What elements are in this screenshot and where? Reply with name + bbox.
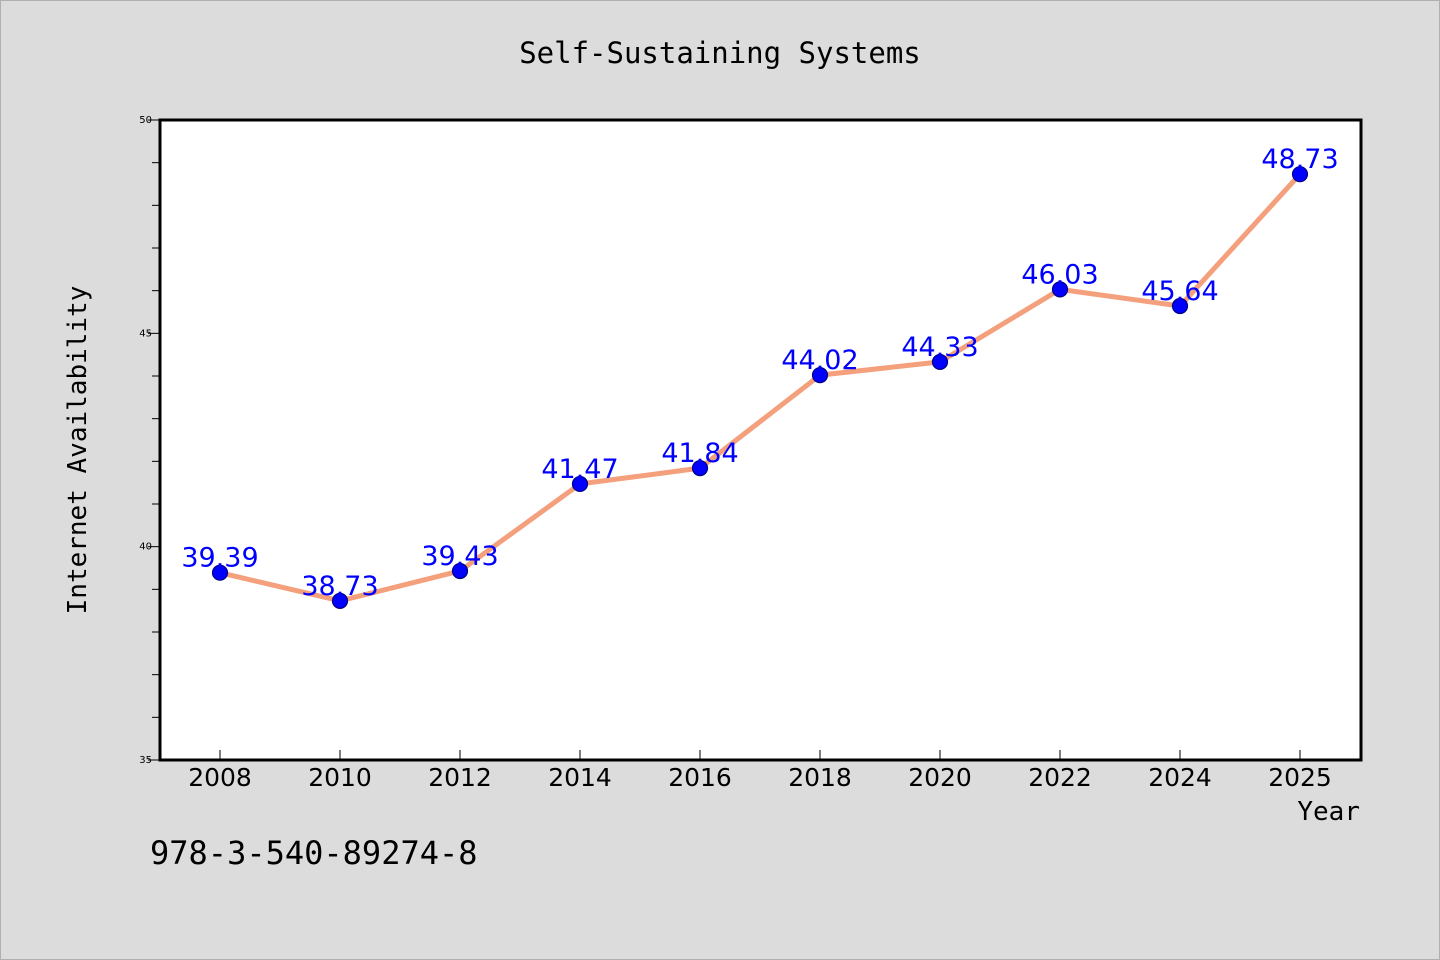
data-label: 46.03 <box>1021 259 1098 290</box>
data-point <box>811 367 829 384</box>
x-tick-label: 2012 <box>428 763 492 792</box>
data-label: 39.43 <box>421 541 498 572</box>
x-tick-label: 2016 <box>668 763 732 792</box>
series-line <box>219 172 1302 604</box>
x-tick-label: 2020 <box>908 763 972 792</box>
x-axis-label: Year <box>1297 797 1360 827</box>
y-axis: 35 40 45 50 <box>139 115 160 766</box>
data-point <box>571 475 589 493</box>
series-markers <box>211 166 1309 609</box>
x-tick-label: 2025 <box>1268 763 1332 792</box>
data-point <box>1051 281 1069 298</box>
data-point <box>331 592 349 609</box>
chart-title: Self-Sustaining Systems <box>519 36 921 70</box>
isbn-footer: 978-3-540-89274-8 <box>150 834 478 872</box>
y-axis-label: Internet Availability <box>63 286 93 615</box>
x-axis: 2008 2010 2012 2014 2016 2018 2020 2022 2024 2025 <box>188 750 1332 792</box>
data-point <box>1171 297 1189 315</box>
data-point <box>1291 166 1309 183</box>
y-tick-label: 50 <box>139 115 152 126</box>
y-tick-label: 40 <box>139 542 152 553</box>
data-labels: 39.39 38.73 39.43 41.47 41.84 44.02 44.33 46.03… <box>181 144 1338 602</box>
data-label: 41.84 <box>661 438 738 469</box>
data-label: 45.64 <box>1141 276 1218 307</box>
data-label: 39.39 <box>181 543 258 574</box>
data-label: 48.73 <box>1261 144 1338 175</box>
data-point <box>691 460 709 477</box>
y-tick-label: 35 <box>139 755 152 766</box>
data-point <box>451 562 469 580</box>
data-label: 41.47 <box>541 454 618 485</box>
x-tick-label: 2018 <box>788 763 852 792</box>
plot-area <box>158 118 1363 762</box>
y-tick-label: 45 <box>139 328 152 339</box>
data-label: 44.33 <box>901 332 978 363</box>
data-point <box>931 353 949 371</box>
x-tick-label: 2008 <box>188 763 252 792</box>
x-tick-label: 2010 <box>308 763 372 792</box>
data-label: 44.02 <box>781 345 858 376</box>
data-point <box>211 564 229 581</box>
x-tick-label: 2022 <box>1028 763 1092 792</box>
x-tick-label: 2024 <box>1148 763 1212 792</box>
x-tick-label: 2014 <box>548 763 612 792</box>
data-label: 38.73 <box>301 571 378 602</box>
